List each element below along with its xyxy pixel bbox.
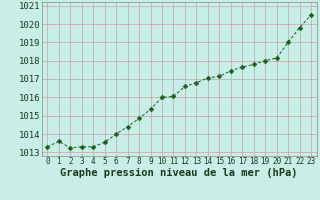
X-axis label: Graphe pression niveau de la mer (hPa): Graphe pression niveau de la mer (hPa) [60,168,298,178]
